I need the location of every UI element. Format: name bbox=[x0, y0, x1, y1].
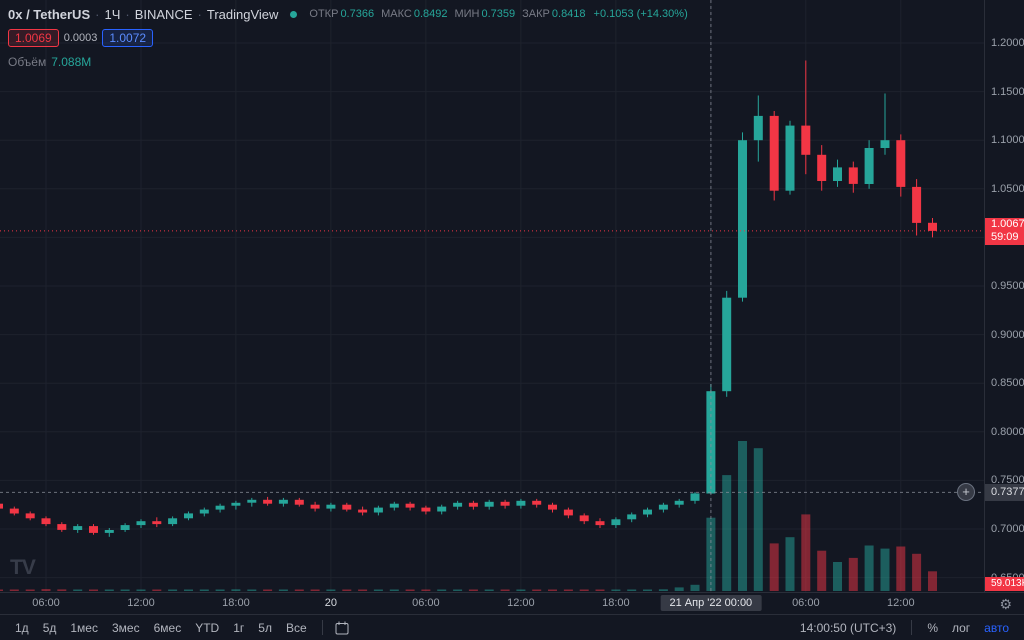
price-axis-label: 0.8000 bbox=[991, 425, 1024, 438]
range-button-YTD[interactable]: YTD bbox=[195, 620, 220, 635]
high-value: 0.8492 bbox=[413, 8, 448, 20]
price-axis-label: 0.9000 bbox=[991, 328, 1024, 341]
price-axis-label: 0.8500 bbox=[991, 377, 1024, 390]
separator: · bbox=[197, 6, 202, 22]
time-axis-label: 12:00 bbox=[507, 597, 535, 609]
open-label: ОТКР bbox=[309, 8, 339, 20]
separator: · bbox=[125, 6, 130, 22]
legend-volume-row: Объём 7.088M bbox=[8, 52, 688, 72]
price-axis-label: 0.7500 bbox=[991, 474, 1024, 487]
time-axis-label: 18:00 bbox=[222, 597, 250, 609]
tradingview-logo-icon[interactable]: TV bbox=[10, 556, 36, 579]
time-axis-label: 18:00 bbox=[602, 597, 630, 609]
gear-icon[interactable]: ⚙ bbox=[999, 596, 1012, 612]
chart-legend: 0x / TetherUS · 1Ч · BINANCE · TradingVi… bbox=[8, 4, 688, 72]
log-scale-button[interactable]: лог bbox=[951, 620, 971, 635]
range-button-3мес[interactable]: 3мес bbox=[111, 620, 140, 635]
time-axis-label: 20 bbox=[324, 597, 338, 609]
low-value: 0.7359 bbox=[481, 8, 516, 20]
range-button-1мес[interactable]: 1мес bbox=[70, 620, 98, 635]
price-axis-label: 0.7000 bbox=[991, 523, 1024, 535]
timezone-clock-button[interactable]: 14:00:50 (UTC+3) bbox=[799, 620, 897, 635]
bid-price-button[interactable]: 1.0069 bbox=[8, 29, 59, 47]
percent-scale-button[interactable]: % bbox=[927, 620, 938, 635]
time-axis-label: 12:00 bbox=[127, 597, 155, 609]
volume-value: 7.088M bbox=[51, 55, 92, 69]
bar-close-countdown: 59:09 bbox=[991, 230, 1019, 243]
legend-symbol-row: 0x / TetherUS · 1Ч · BINANCE · TradingVi… bbox=[8, 4, 688, 24]
volume-label[interactable]: Объём bbox=[8, 55, 47, 69]
candlestick-chart[interactable] bbox=[0, 0, 1024, 592]
auto-scale-button[interactable]: авто bbox=[984, 620, 1009, 635]
price-axis-label: 1.1000 bbox=[991, 134, 1024, 147]
toolbar-divider bbox=[911, 620, 913, 635]
calendar-icon bbox=[335, 621, 349, 634]
brand-label: TradingView bbox=[206, 6, 279, 22]
price-axis-label: 0.9500 bbox=[991, 280, 1024, 292]
time-axis-label: 06:00 bbox=[412, 597, 440, 609]
close-label: ЗАКР bbox=[522, 8, 550, 20]
market-status-dot bbox=[290, 10, 298, 18]
range-buttons: 1д 5д 1мес 3мес 6мес YTD 1г 5л Все bbox=[8, 619, 314, 637]
range-button-6мес[interactable]: 6мес bbox=[153, 620, 182, 635]
low-label: МИН bbox=[454, 8, 480, 20]
legend-bidask-row: 1.0069 0.0003 1.0072 bbox=[8, 28, 688, 48]
last-price-value: 1.0067 bbox=[991, 217, 1024, 230]
range-button-1д[interactable]: 1д bbox=[15, 620, 29, 635]
interval-label[interactable]: 1Ч bbox=[104, 6, 121, 22]
exchange-label: BINANCE bbox=[134, 6, 193, 22]
close-value: 0.8418 bbox=[551, 8, 586, 20]
range-button-1г[interactable]: 1г bbox=[233, 620, 245, 635]
crosshair-time-badge: 21 Апр '22 00:00 bbox=[660, 595, 762, 611]
toolbar-right-group: 14:00:50 (UTC+3) % лог авто bbox=[793, 619, 1016, 637]
ask-price-button[interactable]: 1.0072 bbox=[102, 29, 154, 47]
separator: · bbox=[95, 6, 100, 22]
go-to-date-button[interactable] bbox=[331, 621, 353, 635]
high-label: МАКС bbox=[381, 8, 412, 20]
price-axis[interactable]: 1.0067 59:09 0.7377 59.013K 1.2000 1.1500… bbox=[984, 0, 1024, 592]
chart-area[interactable]: 0x / TetherUS · 1Ч · BINANCE · TradingVi… bbox=[0, 0, 1024, 592]
range-button-5д[interactable]: 5д bbox=[42, 620, 57, 635]
time-axis-label: 06:00 bbox=[792, 597, 820, 609]
range-button-Все[interactable]: Все bbox=[285, 620, 307, 635]
change-value: +0.1053 (+14.30%) bbox=[593, 8, 688, 20]
price-axis-label: 1.1500 bbox=[991, 85, 1024, 98]
time-axis-label: 12:00 bbox=[887, 597, 915, 609]
price-axis-label: 1.0500 bbox=[991, 182, 1024, 195]
time-axis[interactable]: 21 Апр '22 00:00 ⚙ 06:00 12:00 18:00 20 06:0… bbox=[0, 592, 1024, 614]
spread-value: 0.0003 bbox=[63, 32, 98, 44]
bottom-toolbar: 1д 5д 1мес 3мес 6мес YTD 1г 5л Все 14:00:50 (UTC… bbox=[0, 614, 1024, 640]
symbol-name[interactable]: 0x / TetherUS bbox=[8, 6, 91, 22]
volume-axis-badge: 59.013K bbox=[985, 577, 1024, 591]
range-button-5л[interactable]: 5л bbox=[258, 620, 272, 635]
price-axis-label: 1.2000 bbox=[991, 37, 1024, 49]
add-alert-plus-icon[interactable]: + bbox=[957, 483, 975, 502]
crosshair-price-badge: 0.7377 bbox=[985, 484, 1024, 502]
open-value: 0.7366 bbox=[340, 8, 375, 20]
last-price-badge: 1.0067 59:09 bbox=[985, 217, 1024, 245]
toolbar-divider bbox=[321, 620, 323, 635]
time-axis-label: 06:00 bbox=[32, 597, 60, 609]
